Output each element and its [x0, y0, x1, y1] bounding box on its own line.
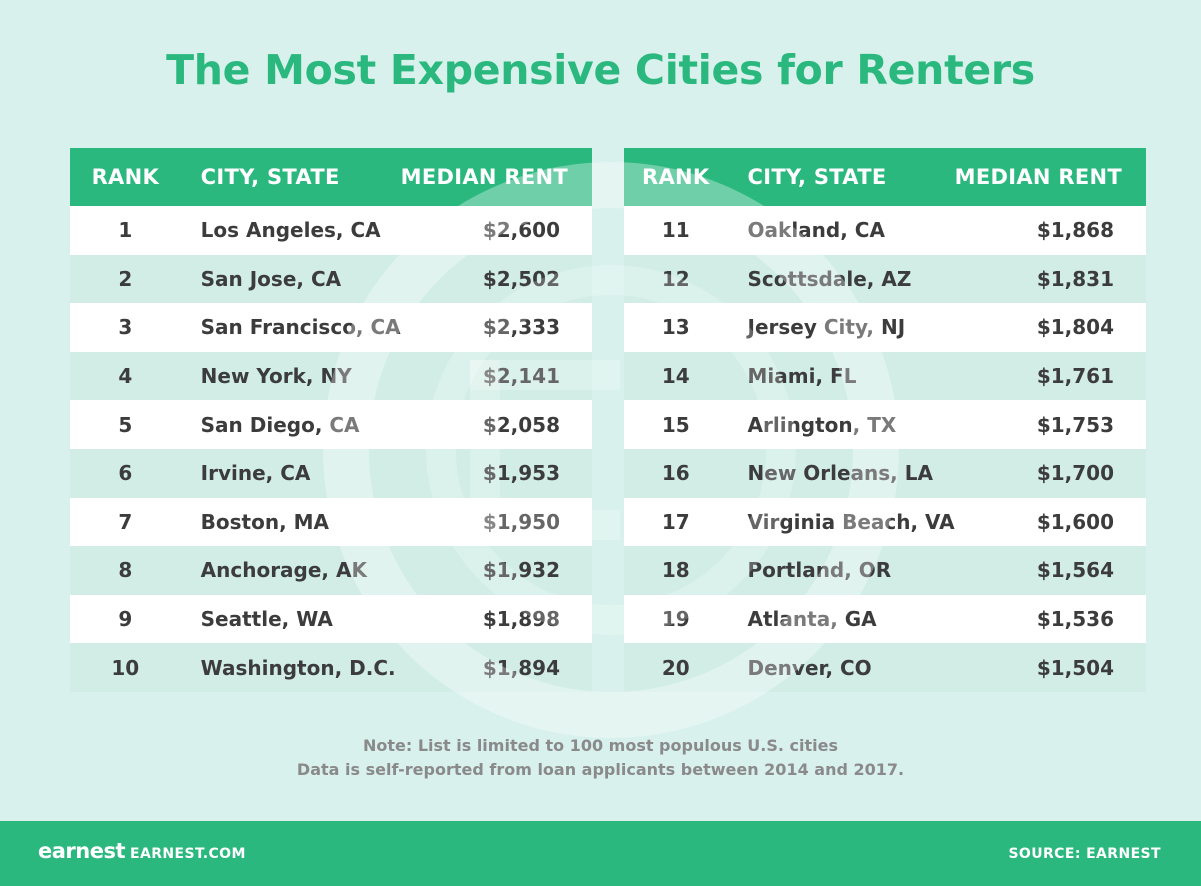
- note-line-1: Note: List is limited to 100 most populo…: [362, 736, 839, 755]
- table-header-row: RANK CITY, STATE MEDIAN RENT: [624, 148, 1146, 206]
- table-row: 11 Oakland, CA $1,868: [624, 206, 1146, 255]
- table-row: 3 San Francisco, CA $2,333: [70, 303, 592, 352]
- table-row: 5 San Diego, CA $2,058: [70, 400, 592, 449]
- note-line-2: Data is self-reported from loan applican…: [296, 760, 905, 779]
- website-link[interactable]: EARNEST.COM: [130, 846, 246, 862]
- footer-bar: earnest EARNEST.COM SOURCE: EARNEST: [0, 821, 1201, 886]
- rent-cell: $1,950: [482, 509, 560, 534]
- city-cell: Atlanta, GA: [747, 607, 877, 632]
- table-row: 19 Atlanta, GA $1,536: [624, 594, 1146, 644]
- rank-cell: 3: [118, 315, 133, 340]
- rank-cell: 2: [118, 266, 133, 291]
- header-city-state: CITY, STATE: [200, 165, 340, 189]
- table-header-row: RANK CITY, STATE MEDIAN RENT: [70, 148, 592, 206]
- rank-cell: 5: [118, 412, 133, 437]
- table-row: 13 Jersey City, NJ $1,804: [624, 303, 1146, 352]
- rent-cell: $1,898: [482, 607, 560, 632]
- table-row: 15 Arlington, TX $1,753: [624, 400, 1146, 449]
- rank-cell: 13: [661, 315, 690, 340]
- rent-cell: $1,831: [1036, 266, 1114, 291]
- rent-cell: $1,564: [1036, 558, 1114, 583]
- rent-cell: $1,700: [1036, 461, 1114, 486]
- rank-cell: 18: [661, 558, 690, 583]
- city-cell: Arlington, TX: [747, 412, 897, 437]
- table-row: 8 Anchorage, AK $1,932: [70, 546, 592, 595]
- table-row: 12 Scottsdale, AZ $1,831: [624, 254, 1146, 304]
- rent-table-left: RANK CITY, STATE MEDIAN RENT 1 Los Angele…: [70, 148, 592, 692]
- table-row: 7 Boston, MA $1,950: [70, 497, 592, 547]
- table-body-right: 11 Oakland, CA $1,868 12 Scottsdale, AZ $1,83…: [624, 206, 1146, 692]
- rent-cell: $1,868: [1036, 218, 1114, 243]
- rent-cell: $2,058: [482, 412, 560, 437]
- city-cell: San Jose, CA: [200, 266, 342, 291]
- city-cell: Oakland, CA: [747, 218, 885, 243]
- city-cell: Irvine, CA: [200, 461, 311, 486]
- city-cell: San Diego, CA: [200, 412, 360, 437]
- city-cell: Portland, OR: [747, 558, 892, 583]
- rent-cell: $1,932: [482, 558, 560, 583]
- city-cell: Boston, MA: [200, 509, 330, 534]
- rank-cell: 20: [661, 655, 690, 680]
- table-row: 18 Portland, OR $1,564: [624, 546, 1146, 595]
- table-row: 2 San Jose, CA $2,502: [70, 254, 592, 304]
- rank-cell: 7: [118, 509, 133, 534]
- city-cell: Virginia Beach, VA: [747, 509, 955, 534]
- rank-cell: 19: [661, 607, 690, 632]
- rank-cell: 8: [118, 558, 133, 583]
- rank-cell: 16: [661, 461, 690, 486]
- source-credit: SOURCE: EARNEST: [1008, 846, 1161, 862]
- rent-cell: $1,600: [1036, 509, 1114, 534]
- chart-title: The Most Expensive Cities for Renters: [166, 46, 1035, 94]
- city-cell: New Orleans, LA: [747, 461, 933, 486]
- city-cell: Denver, CO: [747, 655, 872, 680]
- table-row: 14 Miami, FL $1,761: [624, 351, 1146, 401]
- rent-cell: $2,600: [482, 218, 560, 243]
- city-cell: Washington, D.C.: [200, 655, 396, 680]
- table-row: 20 Denver, CO $1,504: [624, 643, 1146, 692]
- city-cell: Anchorage, AK: [200, 558, 367, 583]
- rent-cell: $1,804: [1036, 315, 1114, 340]
- rent-cell: $1,536: [1036, 607, 1114, 632]
- rank-cell: 15: [661, 412, 690, 437]
- rank-cell: 1: [118, 218, 133, 243]
- header-median-rent: MEDIAN RENT: [954, 165, 1122, 189]
- city-cell: New York, NY: [200, 364, 352, 389]
- table-row: 17 Virginia Beach, VA $1,600: [624, 497, 1146, 547]
- rent-cell: $1,953: [482, 461, 560, 486]
- rent-cell: $1,761: [1036, 364, 1114, 389]
- rank-cell: 12: [661, 266, 690, 291]
- rent-table-right: RANK CITY, STATE MEDIAN RENT 11 Oakland, …: [624, 148, 1146, 692]
- header-median-rent: MEDIAN RENT: [400, 165, 568, 189]
- table-row: 10 Washington, D.C. $1,894: [70, 643, 592, 692]
- table-row: 1 Los Angeles, CA $2,600: [70, 206, 592, 255]
- rent-cell: $1,753: [1036, 412, 1114, 437]
- city-cell: Los Angeles, CA: [200, 218, 381, 243]
- rent-cell: $2,333: [482, 315, 560, 340]
- rank-cell: 17: [661, 509, 690, 534]
- header-rank: RANK: [642, 165, 710, 189]
- rent-cell: $1,504: [1036, 655, 1114, 680]
- table-body-left: 1 Los Angeles, CA $2,600 2 San Jose, CA $2,50…: [70, 206, 592, 692]
- rank-cell: 9: [118, 607, 133, 632]
- rent-cell: $1,894: [482, 655, 560, 680]
- table-row: 9 Seattle, WA $1,898: [70, 594, 592, 644]
- rank-cell: 6: [118, 461, 133, 486]
- rent-cell: $2,141: [482, 364, 560, 389]
- rent-cell: $2,502: [482, 266, 560, 291]
- rank-cell: 4: [118, 364, 133, 389]
- city-cell: San Francisco, CA: [200, 315, 401, 340]
- table-row: 16 New Orleans, LA $1,700: [624, 448, 1146, 498]
- city-cell: Scottsdale, AZ: [747, 266, 912, 291]
- city-cell: Seattle, WA: [200, 607, 333, 632]
- rank-cell: 11: [661, 218, 690, 243]
- rank-cell: 14: [661, 364, 690, 389]
- header-city-state: CITY, STATE: [747, 165, 887, 189]
- city-cell: Miami, FL: [747, 364, 857, 389]
- rank-cell: 10: [111, 655, 140, 680]
- city-cell: Jersey City, NJ: [747, 315, 906, 340]
- header-rank: RANK: [91, 165, 160, 189]
- table-row: 4 New York, NY $2,141: [70, 351, 592, 401]
- earnest-logo[interactable]: earnest: [38, 839, 126, 863]
- table-row: 6 Irvine, CA $1,953: [70, 448, 592, 498]
